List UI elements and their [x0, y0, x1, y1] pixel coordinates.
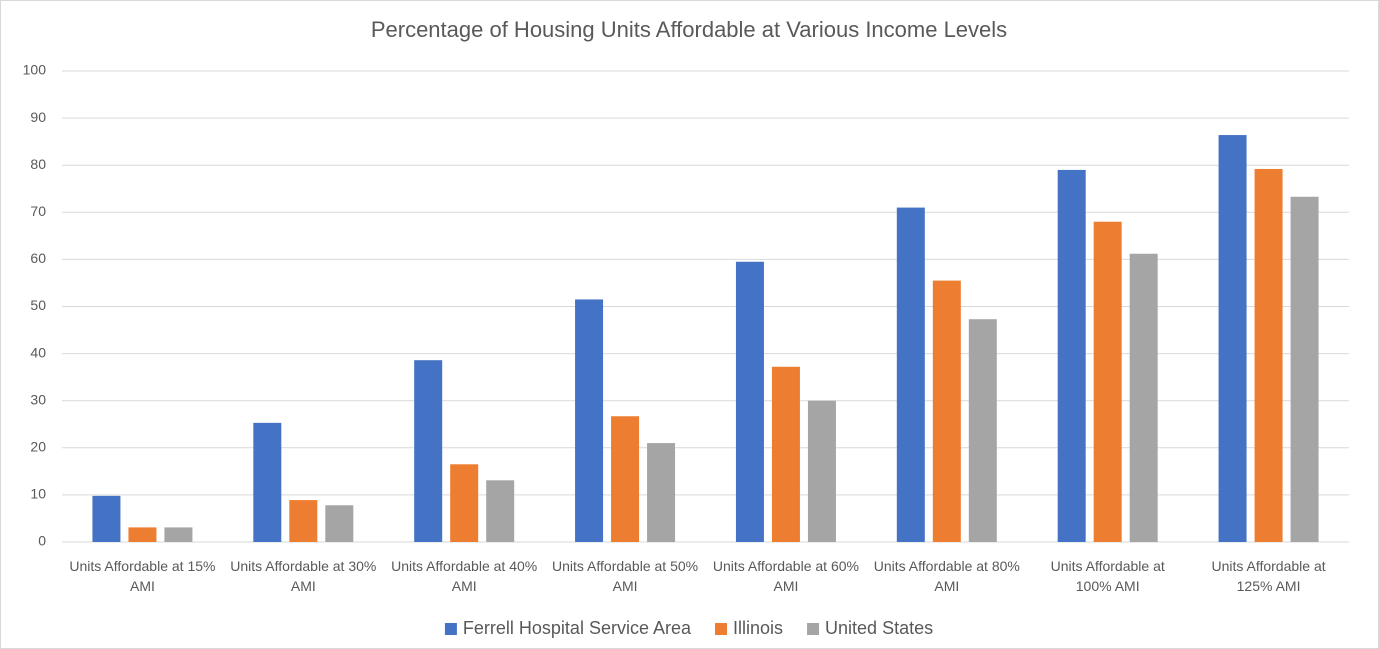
bar: [575, 299, 604, 542]
y-tick-label: 30: [30, 391, 46, 407]
bar: [1218, 135, 1247, 542]
bar: [414, 360, 443, 542]
bar: [896, 207, 925, 542]
bar: [735, 261, 764, 542]
bar: [1093, 221, 1122, 542]
y-tick-label: 80: [30, 156, 46, 172]
x-tick-label: Units Affordable at 125% AMI: [1211, 558, 1326, 594]
x-tick-label: Units Affordable at 50% AMI: [552, 558, 699, 594]
x-tick-label: Units Affordable at 30% AMI: [230, 558, 377, 594]
bar: [325, 505, 354, 542]
y-tick-label: 100: [23, 62, 47, 78]
y-tick-label: 50: [30, 297, 46, 313]
y-tick-label: 60: [30, 250, 46, 266]
bar: [1290, 196, 1319, 542]
bar: [289, 500, 318, 542]
bar: [486, 480, 515, 542]
x-tick-label: Units Affordable at 60% AMI: [712, 558, 859, 594]
legend-label: Ferrell Hospital Service Area: [463, 618, 692, 638]
bar: [450, 464, 479, 542]
bar: [1129, 253, 1158, 543]
x-tick-label: Units Affordable at 100% AMI: [1050, 558, 1165, 594]
legend-swatch: [807, 623, 820, 635]
x-tick-label: Units Affordable at 15% AMI: [69, 558, 216, 594]
legend-swatch: [444, 623, 457, 635]
x-tick-label: Units Affordable at 40% AMI: [391, 558, 538, 594]
bar: [1057, 169, 1086, 542]
bar: [253, 422, 282, 542]
bar: [771, 366, 800, 542]
bar: [611, 416, 640, 542]
chart-title: Percentage of Housing Units Affordable a…: [371, 17, 1007, 42]
bar: [807, 400, 836, 542]
y-tick-label: 40: [30, 344, 46, 360]
y-tick-label: 20: [30, 439, 46, 455]
legend-label: United States: [825, 618, 933, 638]
x-tick-label: Units Affordable at 80% AMI: [873, 558, 1020, 594]
y-tick-label: 10: [30, 486, 46, 502]
legend-label: Illinois: [733, 618, 783, 638]
bar: [1254, 168, 1283, 542]
y-tick-label: 90: [30, 109, 46, 125]
bar: [932, 280, 961, 542]
bar: [164, 527, 193, 542]
bar: [647, 443, 676, 542]
bar: [92, 495, 121, 542]
bar: [968, 319, 997, 542]
y-tick-label: 70: [30, 203, 46, 219]
legend-swatch: [715, 623, 727, 635]
bar: [128, 527, 157, 542]
y-tick-label: 0: [38, 533, 46, 549]
